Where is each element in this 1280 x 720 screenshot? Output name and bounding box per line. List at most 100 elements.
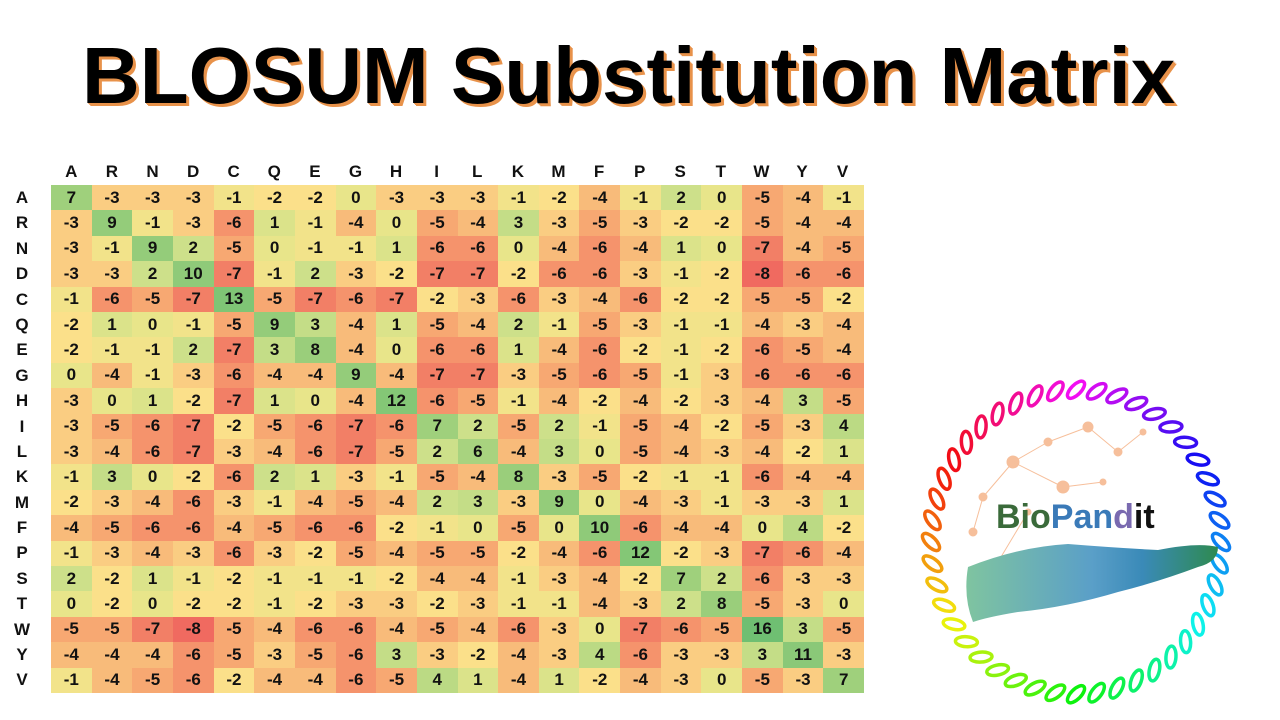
column-header-F: F — [593, 162, 605, 181]
cell-Y-R: -4 — [91, 642, 133, 668]
cell-G-Q: -4 — [254, 362, 295, 389]
cell-T-F: -4 — [579, 591, 621, 617]
cell-Y-A: -4 — [51, 642, 92, 668]
cell-E-Y: -5 — [782, 337, 824, 363]
cell-R-L: -4 — [457, 210, 499, 236]
cell-C-A: -1 — [51, 286, 92, 312]
cell-L-M: 3 — [538, 438, 580, 465]
cell-T-Y: -3 — [782, 591, 824, 617]
cell-M-T: -1 — [701, 489, 743, 516]
heatmap-grid: 7 -3 -3 -3 -1 -2 -2 0 -3 -3 -3 -1 -2 -4 -1 2 0 -5 -4 -1 -3 9-… — [51, 185, 864, 693]
cell-Y-V: -3 — [823, 642, 864, 668]
cell-M-H: -4 — [376, 489, 417, 516]
cell-L-N: -6 — [132, 438, 173, 465]
cell-A-T: 0 — [701, 185, 743, 211]
cell-K-S: -1 — [660, 464, 702, 490]
cell-T-E: -2 — [294, 591, 336, 617]
cell-W-E: -6 — [294, 616, 336, 643]
row-header-L: L — [16, 441, 28, 461]
cell-I-P: -5 — [620, 413, 661, 439]
cell-N-T: 0 — [701, 235, 743, 262]
cell-N-H: 1 — [376, 235, 417, 262]
cell-C-V: -2 — [823, 286, 864, 312]
cell-H-W: -4 — [742, 388, 783, 414]
cell-H-Y: 3 — [782, 388, 824, 414]
cell-Y-M: -3 — [538, 642, 580, 668]
column-header-W: W — [753, 162, 770, 181]
cell-I-G: -7 — [335, 413, 377, 439]
cell-M-K: -3 — [498, 489, 539, 516]
cell-S-V: -3 — [823, 565, 864, 592]
cell-N-V: -5 — [823, 235, 864, 262]
cell-H-V: -5 — [823, 388, 864, 414]
cell-G-A: 0 — [51, 362, 92, 389]
cell-A-W: -5 — [742, 185, 783, 211]
cell-H-I: -6 — [416, 388, 458, 414]
cell-D-N: 2 — [132, 261, 173, 287]
row-header-V: V — [16, 670, 28, 690]
cell-C-Y: -5 — [782, 286, 824, 312]
row-header-S: S — [16, 568, 28, 588]
cell-N-E: -1 — [294, 235, 336, 262]
cell-F-A: -4 — [51, 515, 92, 541]
cell-F-R: -5 — [91, 515, 133, 541]
cell-M-N: -4 — [132, 489, 173, 516]
cell-W-C: -5 — [213, 616, 255, 643]
cell-P-Q: -3 — [254, 540, 295, 566]
cell-Q-N: 0 — [132, 311, 173, 338]
cell-N-L: -6 — [457, 235, 499, 262]
cell-S-C: -2 — [213, 565, 255, 592]
cell-M-V: 1 — [823, 489, 864, 516]
cell-Q-G: -4 — [335, 311, 377, 338]
cell-F-Y: 4 — [782, 515, 824, 541]
column-header-Q: Q — [267, 162, 281, 181]
cell-R-Y: -4 — [782, 210, 824, 236]
cell-F-E: -6 — [294, 515, 336, 541]
cell-M-C: -3 — [213, 489, 255, 516]
row-header-E: E — [16, 340, 28, 360]
column-header-G: G — [348, 162, 363, 181]
row-header-H: H — [15, 391, 29, 411]
cell-Y-P: -6 — [620, 642, 661, 668]
cell-W-R: -5 — [91, 616, 133, 643]
cell-T-R: -2 — [91, 591, 133, 617]
cell-N-P: -4 — [620, 235, 661, 262]
cell-W-P: -7 — [620, 616, 661, 643]
cell-Q-D: -1 — [172, 311, 214, 338]
cell-S-S: 7 — [660, 565, 702, 592]
cell-E-H: 0 — [376, 337, 417, 363]
cell-Q-W: -4 — [742, 311, 783, 338]
cell-P-G: -5 — [335, 540, 377, 566]
cell-E-G: -4 — [335, 337, 377, 363]
cell-Q-K: 2 — [498, 311, 539, 338]
cell-R-P: -3 — [620, 210, 661, 236]
cell-W-S: -6 — [660, 616, 702, 643]
cell-G-Y: -6 — [782, 362, 824, 389]
cell-K-H: -1 — [376, 464, 417, 490]
cell-P-F: -6 — [579, 540, 621, 566]
cell-H-H: 12 — [376, 388, 417, 414]
row-header-C: C — [15, 289, 29, 309]
cell-N-N: 9 — [132, 235, 173, 262]
cell-K-G: -3 — [335, 464, 377, 490]
cell-I-H: -6 — [376, 413, 417, 439]
column-header-C: C — [227, 162, 240, 181]
cell-A-V: -1 — [823, 185, 864, 211]
cell-K-F: -5 — [579, 464, 621, 490]
cell-L-F: 0 — [579, 438, 621, 465]
cell-G-E: -4 — [294, 362, 336, 389]
cell-C-S: -2 — [660, 286, 702, 312]
cell-H-S: -2 — [660, 388, 702, 414]
cell-C-M: -3 — [538, 286, 580, 312]
cell-R-M: -3 — [538, 210, 580, 236]
cell-Q-P: -3 — [620, 311, 661, 338]
cell-E-W: -6 — [742, 337, 783, 363]
cell-W-N: -7 — [132, 616, 173, 643]
cell-S-K: -1 — [498, 565, 539, 592]
cell-N-C: -5 — [213, 235, 255, 262]
row-header-Q: Q — [15, 314, 29, 334]
cell-G-F: -6 — [579, 362, 621, 389]
cell-T-A: 0 — [51, 591, 92, 617]
cell-R-N: -1 — [132, 210, 173, 236]
